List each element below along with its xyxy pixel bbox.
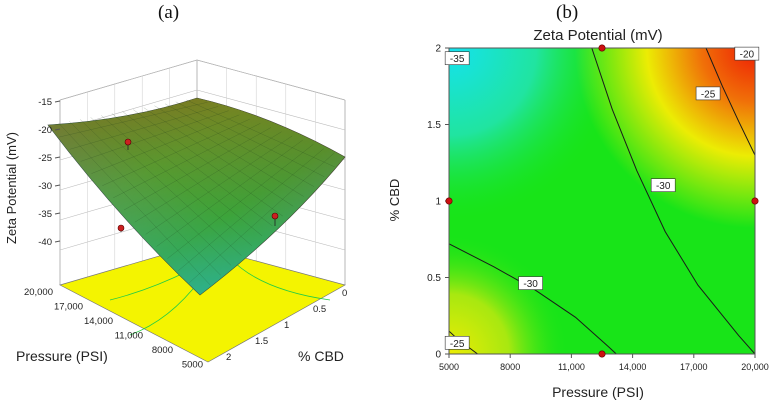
- z-tick-mark: [54, 184, 61, 187]
- design-point: [598, 44, 606, 52]
- z-tick-mark: [54, 100, 61, 103]
- surface-mesh-line: [165, 103, 314, 187]
- contour-label-box: [695, 86, 721, 101]
- design-point: [271, 212, 279, 220]
- contour-line: [705, 48, 755, 156]
- pressure-tick-label: 5000: [182, 360, 203, 371]
- y-tick-label: 0.5: [427, 273, 441, 284]
- design-point: [598, 350, 606, 358]
- surface-mesh-line: [178, 148, 324, 271]
- x-tick-label: 5000: [439, 362, 459, 372]
- contour-x-ticks: 5000 8000 11,000 14,000 17,000 20,000: [439, 354, 769, 372]
- surface-mesh-line: [186, 99, 335, 167]
- x-tick-label: 11,000: [558, 362, 585, 372]
- surface-mesh-line: [167, 144, 314, 259]
- contour-title: Zeta Potential (mV): [533, 27, 662, 44]
- contour-label: -25: [450, 339, 465, 350]
- pressure-tick-label: 8000: [152, 345, 173, 356]
- contour-design-points: [445, 44, 759, 358]
- y-tick-label: 2: [435, 44, 441, 55]
- box-grid-line: [196, 89, 346, 131]
- design-point: [117, 224, 125, 232]
- design-point: [124, 138, 132, 146]
- contour-label-box: [444, 51, 470, 66]
- contour-label-box: [650, 178, 676, 192]
- cbd-tick-label: 1.5: [255, 336, 268, 347]
- contour-y-axis-label: % CBD: [387, 179, 402, 222]
- z-tick-mark: [54, 128, 61, 131]
- surface-ticks: -15 -20 -25 -30 -35 -40 20,00017,00014,00011,0…: [24, 97, 347, 371]
- contour-label-box: [444, 335, 470, 350]
- z-tick-label: -40: [38, 237, 52, 248]
- surface-mesh-line: [145, 135, 293, 235]
- pressure-tick-label: 14,000: [84, 316, 113, 327]
- contour-x-axis-label: Pressure (PSI): [552, 384, 644, 400]
- y-tick-label: 1: [435, 197, 441, 208]
- contour-lines: [449, 48, 755, 354]
- contour-label: -30: [656, 181, 671, 192]
- z-tick-mark: [54, 212, 61, 215]
- surface-y-axis-label: % CBD: [298, 348, 344, 364]
- contour-label-box: [734, 46, 760, 61]
- z-tick-label: -20: [38, 125, 52, 136]
- contour-labels: -35 -20 -25 -30 -30 -25: [444, 46, 760, 350]
- z-tick-label: -25: [38, 153, 52, 164]
- x-tick-label: 8000: [500, 362, 520, 372]
- surface-mesh-line: [134, 131, 282, 223]
- surface-mesh-line: [156, 140, 303, 247]
- z-tick-label: -35: [38, 209, 52, 220]
- y-tick-label: 1.5: [427, 120, 441, 131]
- cbd-tick-label: 1: [284, 320, 289, 331]
- contour-line: [591, 48, 755, 354]
- cbd-tick-label: 2: [226, 352, 231, 363]
- contour-label: -25: [701, 89, 716, 100]
- surface-mesh-line: [189, 152, 335, 283]
- pressure-tick-label: 11,000: [115, 331, 143, 342]
- box-grid-line: [196, 59, 346, 101]
- cbd-tick-label: 0.5: [313, 304, 326, 315]
- contour-label: -35: [450, 54, 465, 65]
- x-tick-label: 17,000: [680, 362, 708, 372]
- contour-label: -30: [523, 279, 538, 290]
- z-tick-label: -30: [38, 181, 52, 192]
- cbd-tick-label: 0: [342, 288, 347, 299]
- z-tick-mark: [54, 240, 61, 243]
- surface-mesh-line: [175, 101, 325, 177]
- y-tick-label: 0: [435, 350, 441, 361]
- z-tick-label: -15: [38, 97, 52, 108]
- surface-mesh-line: [123, 127, 272, 211]
- contour-label: -20: [740, 50, 755, 61]
- contour-label-box: [518, 276, 543, 290]
- surface-design-points: [117, 138, 279, 232]
- z-tick-mark: [54, 156, 61, 159]
- x-tick-label: 20,000: [741, 362, 769, 372]
- box-grid-line: [59, 59, 198, 101]
- panel-label-a: (a): [158, 2, 180, 23]
- design-point: [445, 197, 453, 205]
- x-tick-label: 14,000: [619, 362, 647, 372]
- surface-mesh-line: [154, 105, 304, 197]
- design-point: [751, 197, 759, 205]
- pressure-tick-label: 20,000: [24, 287, 53, 298]
- surface-mesh-line: [133, 109, 283, 217]
- pressure-tick-label: 17,000: [54, 302, 83, 313]
- surface-z-axis-label: Zeta Potential (mV): [4, 132, 19, 244]
- response-surface: [47, 97, 346, 296]
- floor-plane: [59, 244, 346, 363]
- contour-line: [449, 243, 617, 354]
- surface-x-axis-label: Pressure (PSI): [16, 348, 108, 364]
- panel-label-b: (b): [556, 2, 579, 23]
- surface-mesh-line: [143, 107, 294, 207]
